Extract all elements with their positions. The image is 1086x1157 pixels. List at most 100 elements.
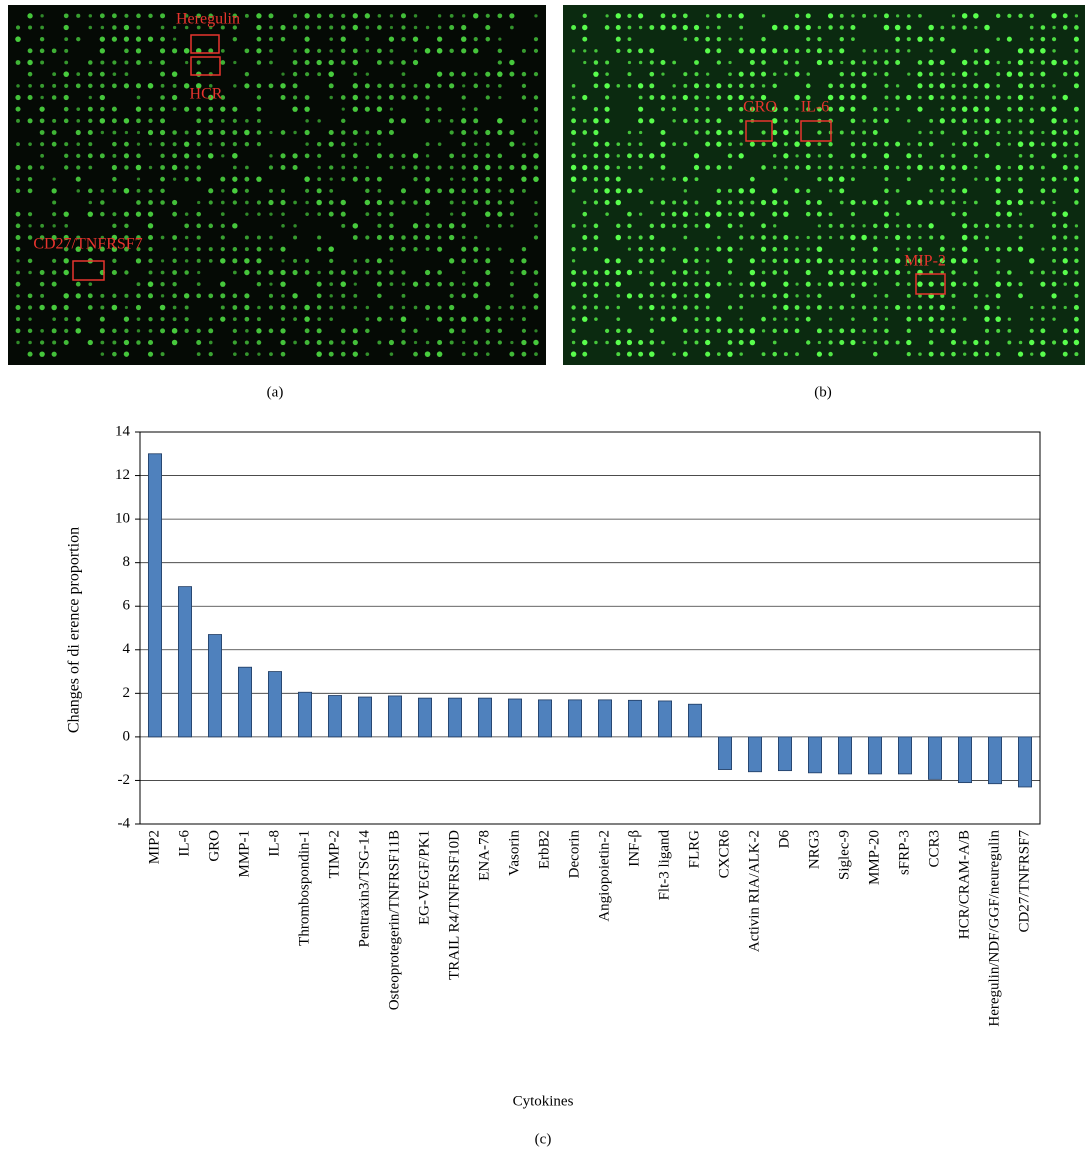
spot xyxy=(413,95,418,100)
spot xyxy=(304,13,309,18)
spot xyxy=(627,352,632,357)
spot xyxy=(534,72,538,76)
spot xyxy=(220,177,225,182)
spot xyxy=(885,236,888,239)
spot xyxy=(196,340,201,345)
spot xyxy=(1019,154,1023,158)
spot xyxy=(486,95,490,99)
bar xyxy=(718,737,731,770)
spot xyxy=(828,142,832,146)
spot xyxy=(884,200,888,204)
spot xyxy=(940,107,944,111)
spot xyxy=(317,212,321,216)
spot xyxy=(739,72,744,77)
spot xyxy=(772,130,777,135)
spot xyxy=(1052,84,1055,87)
spot xyxy=(185,247,189,251)
spot xyxy=(220,258,225,263)
spot xyxy=(840,84,844,88)
spot xyxy=(389,37,394,42)
spot xyxy=(461,130,466,135)
spot xyxy=(638,259,643,264)
spot xyxy=(184,329,188,333)
spot xyxy=(840,259,844,263)
spot xyxy=(305,201,309,205)
spot xyxy=(293,236,297,240)
spot xyxy=(638,48,643,53)
spot xyxy=(951,212,955,216)
spot xyxy=(1019,119,1023,123)
spot xyxy=(221,189,224,192)
spot xyxy=(173,247,177,251)
spot xyxy=(638,153,643,158)
spot xyxy=(918,96,921,99)
spot xyxy=(772,188,777,193)
spot xyxy=(694,247,698,251)
spot xyxy=(161,236,165,240)
spot xyxy=(772,118,777,123)
spot xyxy=(941,189,944,192)
spot xyxy=(1052,259,1056,263)
spot xyxy=(829,306,833,310)
spot xyxy=(684,294,687,297)
spot xyxy=(341,49,345,53)
spot xyxy=(817,305,822,310)
spot xyxy=(973,142,978,147)
spot xyxy=(985,340,990,345)
spot xyxy=(639,26,642,29)
spot xyxy=(806,84,811,89)
bar xyxy=(988,737,1001,784)
spot xyxy=(1041,166,1045,170)
x-tick-label: Activin RIA/ALK-2 xyxy=(746,830,762,952)
spot xyxy=(485,72,490,77)
spot xyxy=(413,247,417,251)
spot xyxy=(962,130,967,135)
spot xyxy=(582,316,588,322)
spot xyxy=(437,71,442,76)
spot xyxy=(378,142,382,146)
spot xyxy=(1007,200,1012,205)
spot xyxy=(817,130,821,134)
spot xyxy=(672,84,675,87)
spot xyxy=(761,165,766,170)
spot xyxy=(245,14,249,18)
spot xyxy=(605,341,609,345)
spot xyxy=(197,247,201,251)
spot xyxy=(873,247,878,252)
spot xyxy=(414,14,417,17)
spot xyxy=(929,131,933,135)
spot xyxy=(377,258,382,263)
spot xyxy=(461,212,466,217)
bar xyxy=(238,667,251,737)
spot xyxy=(293,165,298,170)
spot xyxy=(973,352,978,357)
spot xyxy=(806,270,811,275)
spot xyxy=(795,188,800,193)
spot xyxy=(413,36,418,41)
spot xyxy=(605,177,610,182)
spot xyxy=(184,48,190,54)
spot xyxy=(996,188,1001,193)
spot xyxy=(1007,212,1012,217)
spot xyxy=(594,294,598,298)
spot xyxy=(124,165,128,169)
spot xyxy=(40,224,44,228)
spot xyxy=(197,142,201,146)
spot xyxy=(616,13,621,18)
spot xyxy=(257,130,262,135)
spot xyxy=(390,108,393,111)
spot xyxy=(305,212,309,216)
spot xyxy=(160,200,165,205)
spot xyxy=(149,270,153,274)
spot xyxy=(124,329,128,333)
spot xyxy=(1040,328,1045,333)
spot xyxy=(996,247,1000,251)
spot xyxy=(962,235,968,241)
spot xyxy=(341,200,346,205)
bar xyxy=(148,454,161,737)
spot xyxy=(627,212,632,217)
spot xyxy=(840,201,844,205)
spot xyxy=(498,38,501,41)
spot xyxy=(583,154,587,158)
spot xyxy=(124,49,129,54)
